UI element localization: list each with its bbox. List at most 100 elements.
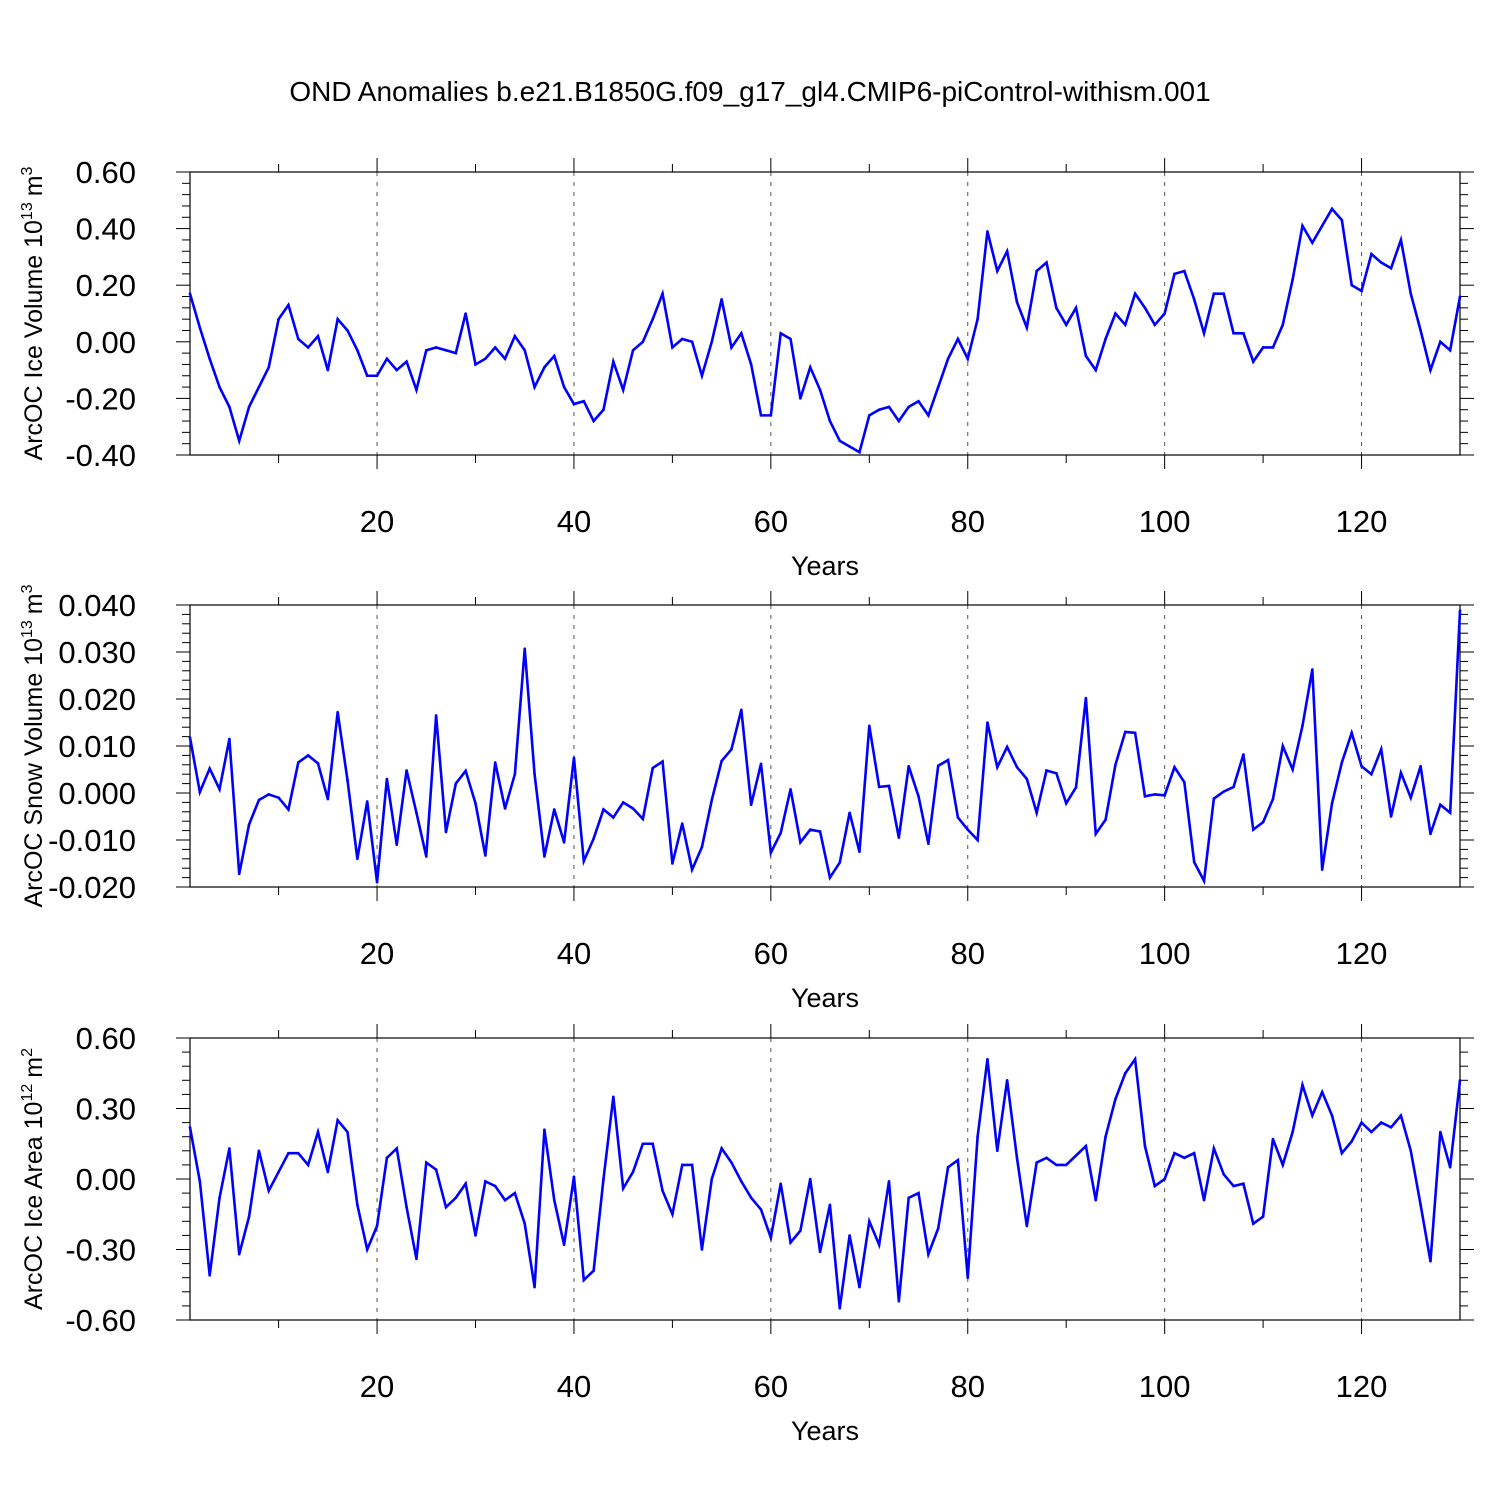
- data-point: [484, 357, 487, 361]
- data-point: [552, 354, 556, 358]
- data-point: [651, 766, 655, 770]
- data-point: [218, 1196, 221, 1200]
- data-point: [936, 385, 940, 389]
- chart-panel-ice-area: -0.60 -0.30 0.00 0.30 0.60 20 40 60 80 100 120 Year…: [19, 1021, 1474, 1446]
- data-point: [1123, 730, 1127, 734]
- data-point: [710, 1177, 714, 1181]
- data-point: [415, 388, 418, 392]
- data-point: [769, 1236, 773, 1240]
- data-point: [1439, 803, 1442, 807]
- data-point: [1379, 747, 1383, 751]
- data-point: [759, 414, 763, 417]
- data-point: [267, 1189, 271, 1193]
- data-point: [1251, 1222, 1255, 1225]
- data-point: [552, 1198, 556, 1202]
- data-point: [927, 414, 930, 417]
- data-point: [1281, 323, 1285, 327]
- data-point: [1074, 306, 1078, 310]
- data-point: [523, 1222, 527, 1225]
- data-point: [1261, 346, 1265, 349]
- y-axis-label: ArcOC Ice Area 1012 m2: [19, 1048, 48, 1310]
- data-point: [1114, 763, 1117, 767]
- y-axis-label-unit-exponent: 3: [19, 166, 36, 175]
- data-point: [1330, 1114, 1334, 1117]
- x-tick-label: 80: [951, 936, 985, 971]
- data-point: [424, 1161, 428, 1164]
- data-point: [858, 850, 861, 854]
- data-point: [1064, 323, 1068, 327]
- data-point: [877, 408, 881, 412]
- data-point: [444, 830, 448, 834]
- data-point: [1163, 1177, 1166, 1181]
- data-point: [720, 759, 723, 763]
- x-tick-label: 60: [754, 1369, 788, 1404]
- data-point: [287, 303, 290, 307]
- data-point: [1005, 1079, 1009, 1082]
- y-tick-label: 0.60: [76, 155, 136, 190]
- y-axis-label-main: ArcOC Ice Area 10: [20, 1102, 48, 1310]
- data-point: [946, 1165, 950, 1169]
- data-point: [966, 828, 970, 831]
- data-point: [424, 855, 428, 858]
- data-point: [543, 1128, 546, 1131]
- data-point: [917, 399, 920, 403]
- data-point: [897, 836, 901, 839]
- data-point: [641, 340, 645, 344]
- data-point: [1448, 811, 1452, 815]
- data-point: [917, 1191, 920, 1195]
- data-point: [828, 1203, 832, 1207]
- x-tick-label: 100: [1139, 936, 1191, 971]
- data-point: [375, 1224, 379, 1228]
- data-point: [1232, 1184, 1235, 1188]
- data-point: [257, 385, 261, 389]
- y-tick-label: 0.00: [76, 1162, 136, 1197]
- data-point: [680, 1163, 684, 1167]
- data-point: [927, 842, 930, 846]
- data-point: [1409, 796, 1413, 799]
- data-point: [1153, 323, 1157, 327]
- data-point: [1389, 815, 1393, 818]
- data-point: [1379, 261, 1383, 264]
- data-point: [1114, 1097, 1117, 1101]
- data-point: [1084, 696, 1088, 700]
- x-tick-label: 100: [1139, 1369, 1191, 1404]
- data-point: [1005, 249, 1009, 253]
- data-point: [868, 414, 871, 417]
- plot-frame: [189, 1037, 1461, 1321]
- data-point: [1311, 241, 1314, 245]
- data-point: [1330, 802, 1334, 805]
- data-point: [1350, 1140, 1354, 1143]
- data-point: [1340, 761, 1344, 764]
- data-point: [1192, 1151, 1196, 1155]
- data-point: [1232, 785, 1235, 789]
- data-point: [218, 385, 221, 389]
- data-point: [277, 1170, 280, 1174]
- data-point: [1409, 292, 1413, 295]
- data-point: [621, 801, 625, 804]
- data-point: [1143, 794, 1147, 798]
- data-point: [484, 1180, 487, 1183]
- data-point: [1133, 1057, 1137, 1061]
- data-point: [779, 1182, 782, 1185]
- y-axis-label-exponent: 13: [19, 202, 36, 220]
- data-point: [572, 756, 576, 760]
- plot-frame: [189, 171, 1461, 456]
- data-point: [1389, 1126, 1393, 1129]
- data-point: [769, 851, 773, 854]
- data-point: [198, 1180, 202, 1183]
- series-line: [188, 610, 1462, 886]
- data-point: [749, 803, 753, 807]
- data-point: [385, 357, 389, 361]
- y-axis-label-main: ArcOC Ice Volume 10: [20, 220, 48, 460]
- data-point: [1429, 832, 1432, 836]
- data-point: [287, 1151, 290, 1155]
- data-point: [1251, 360, 1255, 363]
- data-point: [799, 841, 802, 844]
- data-point: [444, 1205, 448, 1209]
- page-title: OND Anomalies b.e21.B1850G.f09_g17_gl4.C…: [289, 76, 1211, 107]
- data-point: [730, 346, 733, 349]
- data-point: [1281, 744, 1285, 748]
- data-point: [848, 1234, 851, 1237]
- data-point: [1419, 1203, 1422, 1207]
- data-point: [582, 1278, 586, 1282]
